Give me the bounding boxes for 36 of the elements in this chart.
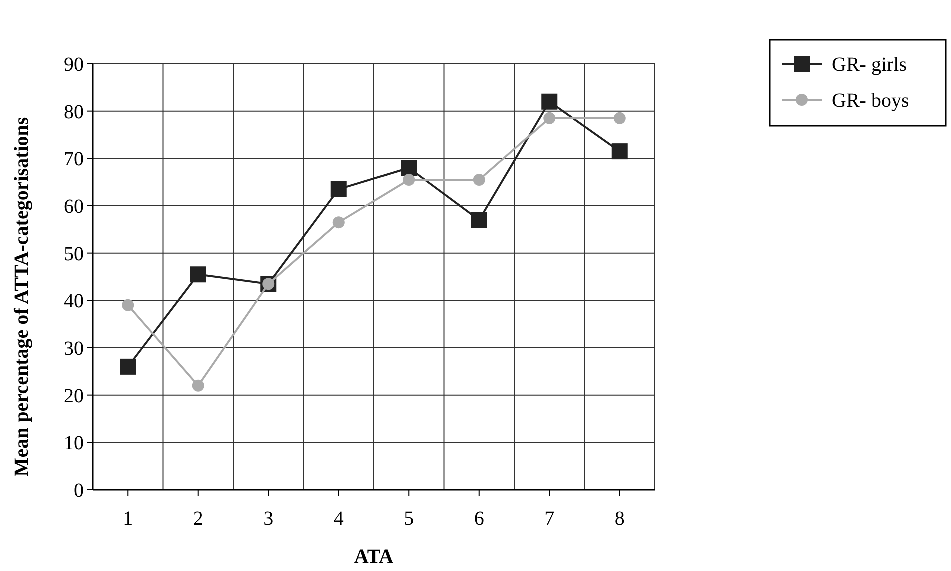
point <box>120 358 136 375</box>
y-tick-label: 90 <box>64 54 84 76</box>
y-tick-label: 0 <box>74 480 84 502</box>
x-tick-label: 8 <box>614 508 625 530</box>
point <box>544 112 556 124</box>
y-tick-label: 70 <box>64 148 84 171</box>
point <box>401 160 418 176</box>
x-tick-label: 3 <box>264 508 274 530</box>
y-tick-label: 50 <box>64 243 84 266</box>
point <box>192 380 204 392</box>
legend-label: GR- girls <box>832 54 908 76</box>
point <box>473 174 486 186</box>
y-tick-label: 80 <box>64 101 84 124</box>
point <box>332 216 345 229</box>
y-axis-title: Mean percentage of ATTA-categorisations <box>11 117 33 477</box>
y-tick-label: 20 <box>64 385 84 408</box>
point <box>403 174 416 186</box>
x-tick-label: 4 <box>334 508 344 530</box>
x-tick-label: 1 <box>123 508 134 530</box>
y-tick-label: 10 <box>64 432 84 455</box>
legend-label: GR- boys <box>832 90 910 112</box>
y-tick-label: 60 <box>64 196 84 218</box>
point <box>190 266 206 283</box>
point <box>542 94 558 110</box>
point <box>330 181 347 198</box>
point <box>612 144 628 160</box>
y-tick-label: 30 <box>64 338 84 360</box>
x-axis-title: ATA <box>354 546 394 568</box>
x-tick-label: 6 <box>474 508 484 530</box>
y-tick-label: 40 <box>64 290 84 313</box>
point <box>614 112 626 124</box>
x-tick-label: 2 <box>193 508 204 530</box>
point <box>122 299 134 312</box>
x-tick-label: 7 <box>544 508 555 530</box>
x-tick-label: 5 <box>404 508 414 530</box>
point <box>471 212 488 228</box>
